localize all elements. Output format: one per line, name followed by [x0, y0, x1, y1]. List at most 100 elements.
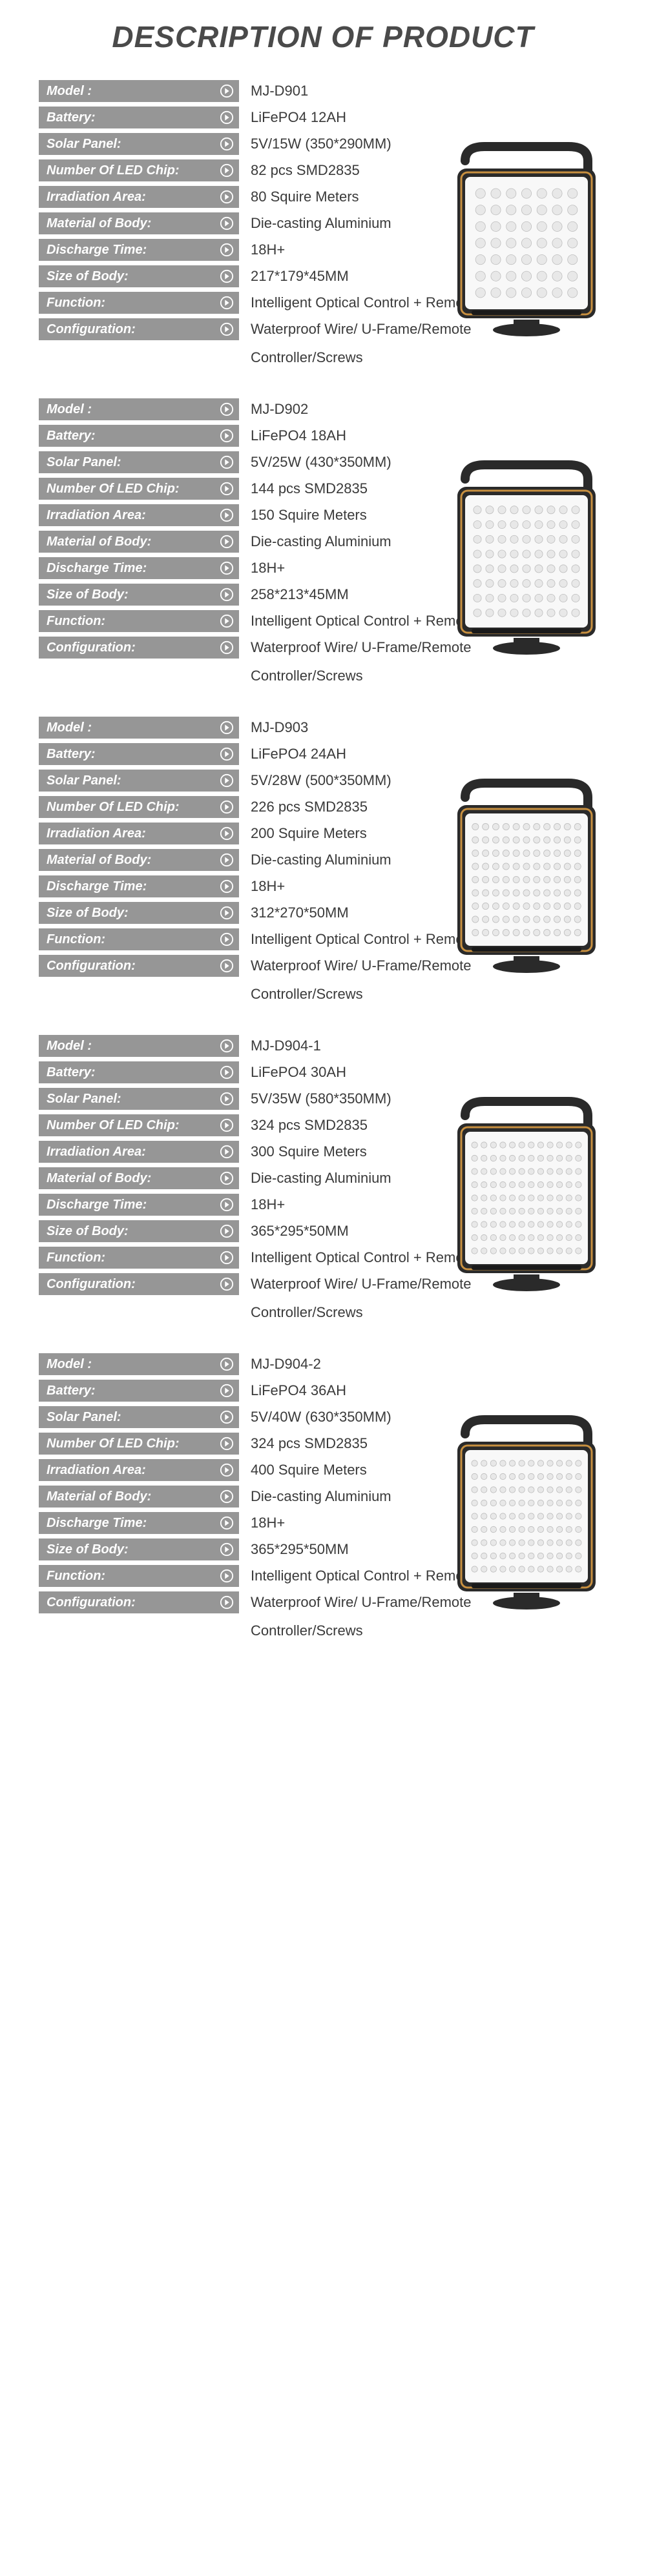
spec-label-text: Irradiation Area: — [47, 826, 146, 841]
spec-label: Irradiation Area: — [39, 1459, 239, 1481]
arrow-icon — [220, 1224, 234, 1238]
spec-label-text: Solar Panel: — [47, 773, 121, 788]
product-lamp-illustration — [439, 778, 614, 978]
config-line2: Controller/Screws — [39, 986, 607, 1003]
arrow-icon — [220, 1569, 234, 1583]
config-line2: Controller/Screws — [39, 349, 607, 366]
config-line2: Controller/Screws — [39, 1622, 607, 1639]
arrow-icon — [220, 163, 234, 178]
arrow-icon — [220, 1542, 234, 1557]
arrow-icon — [220, 853, 234, 867]
product-image — [439, 460, 614, 660]
spec-label-text: Model : — [47, 1357, 92, 1372]
spec-row: Battery: LiFePO4 18AH — [39, 425, 607, 447]
spec-label-text: Size of Body: — [47, 1224, 129, 1239]
spec-value: LiFePO4 24AH — [239, 746, 607, 762]
spec-label-text: Model : — [47, 84, 92, 99]
arrow-icon — [220, 429, 234, 443]
spec-label-text: Discharge Time: — [47, 1516, 147, 1531]
spec-label-text: Irradiation Area: — [47, 190, 146, 205]
arrow-icon — [220, 1171, 234, 1185]
spec-label-text: Model : — [47, 402, 92, 417]
spec-label: Number Of LED Chip: — [39, 796, 239, 818]
spec-value: MJ-D902 — [239, 401, 607, 418]
spec-row: Battery: LiFePO4 30AH — [39, 1061, 607, 1083]
spec-value: LiFePO4 18AH — [239, 427, 607, 444]
arrow-icon — [220, 1145, 234, 1159]
product-image — [439, 141, 614, 342]
spec-value: MJ-D903 — [239, 719, 607, 736]
spec-label: Discharge Time: — [39, 239, 239, 261]
spec-label-text: Battery: — [47, 1384, 96, 1398]
spec-label-text: Battery: — [47, 110, 96, 125]
spec-value: LiFePO4 30AH — [239, 1064, 607, 1081]
spec-label: Configuration: — [39, 1273, 239, 1295]
spec-label-text: Irradiation Area: — [47, 508, 146, 523]
spec-label-text: Configuration: — [47, 640, 136, 655]
spec-label-text: Battery: — [47, 429, 96, 444]
arrow-icon — [220, 1065, 234, 1079]
arrow-icon — [220, 216, 234, 230]
arrow-icon — [220, 269, 234, 283]
arrow-icon — [220, 1251, 234, 1265]
spec-label-text: Function: — [47, 1251, 105, 1265]
product-image — [439, 1096, 614, 1296]
arrow-icon — [220, 640, 234, 655]
spec-label: Battery: — [39, 425, 239, 447]
product-block: Model : MJ-D901 Battery: LiFePO4 12AH So… — [39, 80, 607, 366]
spec-value: LiFePO4 36AH — [239, 1382, 607, 1399]
spec-label: Model : — [39, 80, 239, 102]
arrow-icon — [220, 800, 234, 814]
product-lamp-illustration — [439, 1096, 614, 1296]
spec-label-text: Size of Body: — [47, 269, 129, 284]
spec-label: Size of Body: — [39, 1538, 239, 1560]
arrow-icon — [220, 588, 234, 602]
spec-label-text: Model : — [47, 1039, 92, 1054]
arrow-icon — [220, 190, 234, 204]
spec-label-text: Number Of LED Chip: — [47, 1436, 180, 1451]
arrow-icon — [220, 137, 234, 151]
arrow-icon — [220, 1198, 234, 1212]
spec-label: Model : — [39, 1353, 239, 1375]
spec-label: Battery: — [39, 1061, 239, 1083]
spec-label: Discharge Time: — [39, 557, 239, 579]
spec-label-text: Function: — [47, 1569, 105, 1584]
arrow-icon — [220, 879, 234, 894]
spec-label: Irradiation Area: — [39, 823, 239, 844]
spec-label-text: Size of Body: — [47, 906, 129, 921]
spec-label-text: Solar Panel: — [47, 1092, 121, 1107]
spec-value: MJ-D904-1 — [239, 1038, 607, 1054]
product-block: Model : MJ-D904-2 Battery: LiFePO4 36AH … — [39, 1353, 607, 1639]
product-image — [439, 778, 614, 978]
spec-label: Material of Body: — [39, 1486, 239, 1508]
arrow-icon — [220, 402, 234, 416]
spec-label-text: Configuration: — [47, 959, 136, 974]
arrow-icon — [220, 1516, 234, 1530]
arrow-icon — [220, 1118, 234, 1132]
arrow-icon — [220, 1595, 234, 1610]
spec-label-text: Material of Body: — [47, 216, 151, 231]
spec-label: Function: — [39, 1565, 239, 1587]
spec-label: Solar Panel: — [39, 1088, 239, 1110]
spec-label: Number Of LED Chip: — [39, 1433, 239, 1455]
arrow-icon — [220, 1092, 234, 1106]
product-lamp-illustration — [439, 460, 614, 660]
spec-label: Configuration: — [39, 955, 239, 977]
products-container: Model : MJ-D901 Battery: LiFePO4 12AH So… — [39, 80, 607, 1639]
product-lamp-illustration — [439, 141, 614, 342]
spec-label: Configuration: — [39, 318, 239, 340]
arrow-icon — [220, 482, 234, 496]
spec-label-text: Configuration: — [47, 1595, 136, 1610]
spec-row: Model : MJ-D902 — [39, 398, 607, 420]
spec-row: Battery: LiFePO4 24AH — [39, 743, 607, 765]
spec-label-text: Function: — [47, 614, 105, 629]
arrow-icon — [220, 296, 234, 310]
spec-label: Irradiation Area: — [39, 186, 239, 208]
spec-label: Solar Panel: — [39, 133, 239, 155]
spec-value: MJ-D901 — [239, 83, 607, 99]
spec-label-text: Number Of LED Chip: — [47, 482, 180, 496]
spec-label: Battery: — [39, 743, 239, 765]
spec-label: Size of Body: — [39, 902, 239, 924]
spec-row: Model : MJ-D903 — [39, 717, 607, 739]
arrow-icon — [220, 959, 234, 973]
